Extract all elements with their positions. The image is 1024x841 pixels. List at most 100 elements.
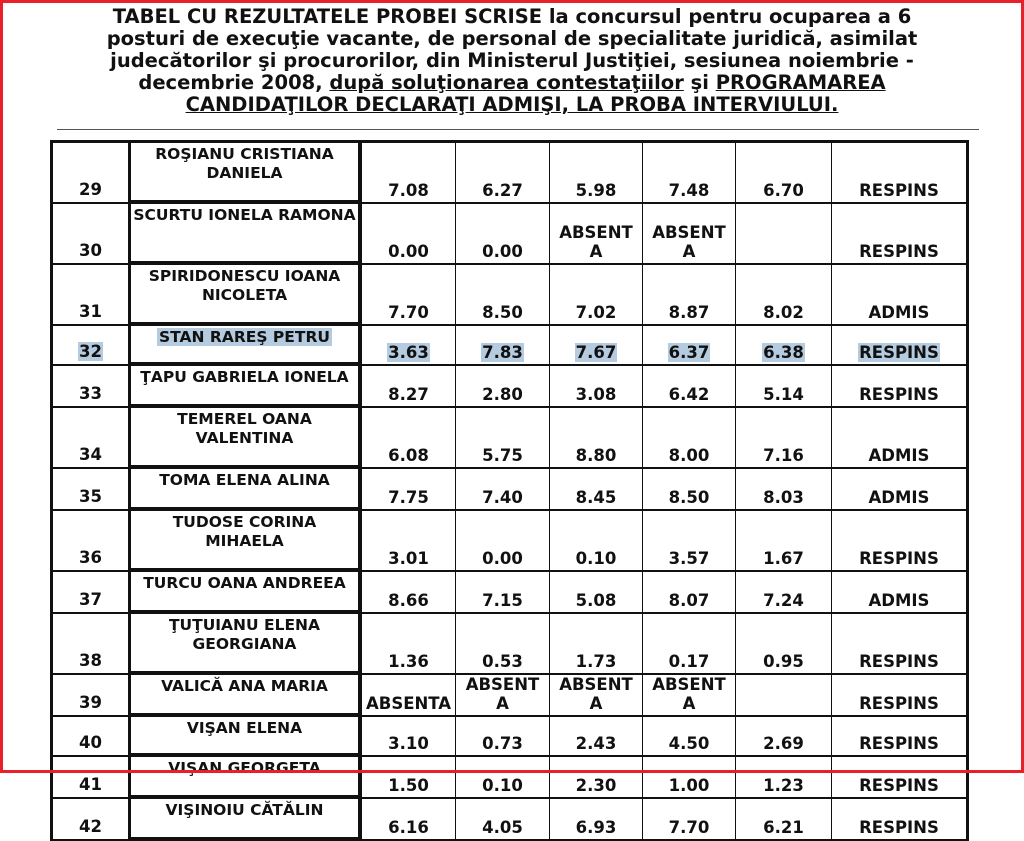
row-number-cell: 42 [53,799,131,841]
title-line-1: TABEL CU REZULTATELE PROBEI SCRISE la co… [112,5,912,28]
average-score: 1.67 [763,549,804,568]
score-4: 0.17 [668,652,710,671]
score-2-cell: 8.50 [456,265,550,326]
candidate-name-cell: ROŞIANU CRISTIANA DANIELA [131,143,362,204]
candidate-name-cell: STAN RAREŞ PETRU [131,326,362,366]
average-score-cell [736,204,832,265]
score-3: ABSENT A [559,223,633,261]
score-2: 7.40 [482,488,523,507]
score-1-cell: 3.01 [362,511,456,572]
row-number-cell: 40 [53,717,131,757]
row-number: 34 [79,445,102,464]
score-4-cell: ABSENT A [643,675,736,717]
candidate-name-cell: SPIRIDONESCU IOANA NICOLETA [131,265,362,326]
result-status: ADMIS [868,446,930,465]
score-2: ABSENT A [465,675,540,713]
score-1-cell: 7.75 [362,469,456,511]
row-number-cell: 39 [53,675,131,717]
result-status: RESPINS [859,181,939,200]
score-3-cell: 1.73 [550,614,643,675]
document-title: TABEL CU REZULTATELE PROBEI SCRISE la co… [40,6,984,116]
title-line-4-mid: şi [683,71,716,94]
score-3: 6.93 [575,818,617,837]
score-2-cell: 7.83 [456,326,550,366]
score-4-cell: 8.07 [643,572,736,614]
average-score: 8.02 [763,303,804,322]
score-2: 8.50 [482,303,523,322]
candidate-name-cell: ŢAPU GABRIELA IONELA [131,366,362,408]
result-status: RESPINS [859,652,939,671]
score-2-cell: 0.53 [456,614,550,675]
average-score-cell: 7.24 [736,572,832,614]
candidate-name: SPIRIDONESCU IOANA NICOLETA [148,267,341,304]
average-score-cell: 2.69 [736,717,832,757]
score-3: 7.02 [575,303,617,322]
score-3-cell: 5.98 [550,143,643,204]
result-status-cell: RESPINS [832,717,966,757]
candidate-name-cell: SCURTU IONELA RAMONA [131,204,362,265]
score-4-cell: 8.00 [643,408,736,469]
score-3-cell: ABSENT A [550,675,643,717]
result-status-cell: RESPINS [832,757,966,799]
result-status: ADMIS [868,303,930,322]
table-row: 29 ROŞIANU CRISTIANA DANIELA 7.08 6.27 5.98 7… [53,143,966,204]
row-number: 40 [79,733,102,752]
score-4: 1.00 [668,776,710,795]
score-2-cell: 0.00 [456,204,550,265]
row-number: 41 [79,775,102,794]
row-number: 36 [79,548,102,567]
score-2: 0.73 [482,734,523,753]
row-number-cell: 29 [53,143,131,204]
score-1: ABSENTA [365,694,452,713]
score-2-cell: 6.27 [456,143,550,204]
row-number: 38 [79,651,102,670]
score-4-cell: 3.57 [643,511,736,572]
score-3-cell: 7.02 [550,265,643,326]
score-1: 8.66 [388,591,429,610]
result-status-cell: RESPINS [832,511,966,572]
result-status-cell: RESPINS [832,675,966,717]
result-status-cell: RESPINS [832,204,966,265]
result-status: RESPINS [859,776,939,795]
row-number: 31 [79,302,102,321]
score-4: 7.70 [668,818,710,837]
result-status-cell: RESPINS [832,799,966,841]
score-2: 2.80 [482,385,523,404]
score-1: 6.08 [388,446,429,465]
score-1-cell: 6.08 [362,408,456,469]
score-2-cell: 7.15 [456,572,550,614]
average-score-cell: 7.16 [736,408,832,469]
score-3: 8.45 [575,488,617,507]
score-1: 1.36 [388,652,429,671]
title-underlined-programarea: PROGRAMAREA [715,71,886,94]
score-3: 5.08 [575,591,617,610]
result-status-cell: RESPINS [832,326,966,366]
score-2-cell: 0.73 [456,717,550,757]
result-status-cell: RESPINS [832,366,966,408]
score-3: 1.73 [575,652,617,671]
result-status-cell: ADMIS [832,572,966,614]
score-2: 0.00 [482,549,523,568]
result-status: RESPINS [859,549,939,568]
title-line-2: posturi de execuţie vacante, de personal… [106,27,918,50]
table-row: 42 VIŞINOIU CĂTĂLIN 6.16 4.05 6.93 7.70 6.21 RE… [53,799,966,841]
score-4: 8.00 [668,446,710,465]
candidate-name: VIŞINOIU CĂTĂLIN [165,801,324,819]
average-score-cell: 6.21 [736,799,832,841]
average-score: 2.69 [763,734,804,753]
score-3-cell: 0.10 [550,511,643,572]
candidate-name: ŢUŢUIANU ELENA GEORGIANA [168,616,321,653]
row-number-cell: 41 [53,757,131,799]
score-2: 0.00 [482,242,523,261]
average-score-cell: 5.14 [736,366,832,408]
score-4-cell: 7.70 [643,799,736,841]
score-3-cell: 2.43 [550,717,643,757]
score-1: 7.70 [388,303,429,322]
candidate-name: TURCU OANA ANDREEA [143,574,346,592]
table-row: 32 STAN RAREŞ PETRU 3.63 7.83 7.67 6.37 6.38 RE… [53,326,966,366]
row-number: 30 [79,241,102,260]
average-score: 6.70 [763,181,804,200]
average-score: 8.03 [763,488,804,507]
average-score-cell: 6.38 [736,326,832,366]
title-line-5: CANDIDAŢILOR DECLARAŢI ADMIŞI, LA PROBA … [40,94,984,116]
